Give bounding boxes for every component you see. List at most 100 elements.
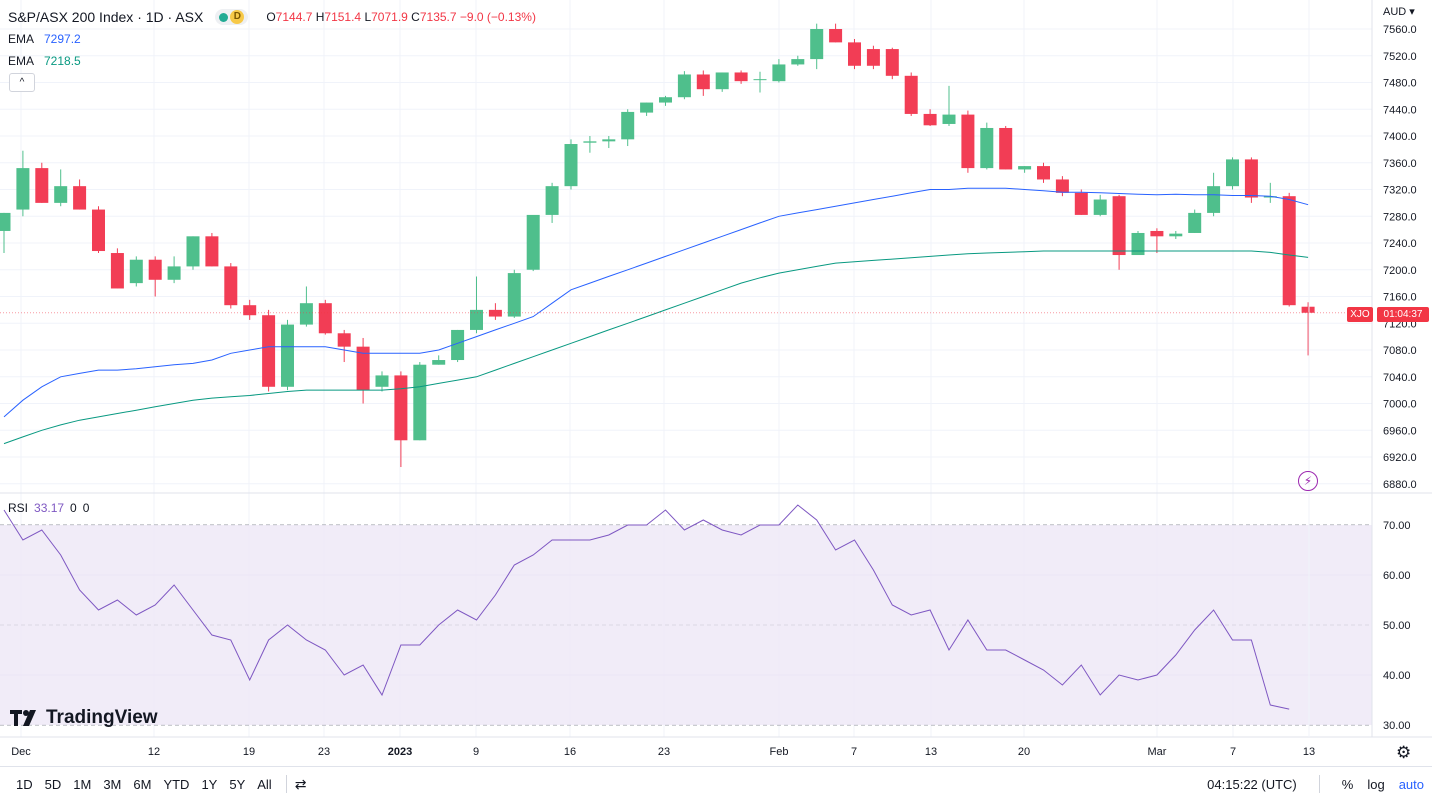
- rsi-band: [0, 525, 1372, 725]
- timeframe-list: 1D 5D 1M 3M 6M YTD 1Y 5Y All: [0, 777, 278, 792]
- timeframe-all[interactable]: All: [257, 776, 272, 792]
- timeframe-1y[interactable]: 1Y: [201, 776, 218, 792]
- price-tick-label: 6880.0: [1383, 479, 1417, 491]
- ohlc-values: O7144.7 H7151.4 L7071.9 C7135.7 −9.0 (−0…: [266, 6, 536, 28]
- clock-time[interactable]: 04:15:22 (UTC): [1207, 776, 1297, 792]
- timeframe-3m[interactable]: 3M: [103, 776, 122, 792]
- candle-up: [715, 72, 729, 90]
- candle-down: [243, 305, 257, 316]
- candle-down: [73, 186, 87, 210]
- rsi-polyline: [3, 504, 1290, 710]
- ema1-label[interactable]: EMA: [8, 32, 35, 46]
- rsi-value: 33.17: [34, 501, 65, 515]
- candle-down: [961, 114, 975, 169]
- candle-up: [1226, 159, 1239, 187]
- ema-lines: [3, 187, 1309, 445]
- time-tick-label: 13: [1303, 746, 1315, 758]
- rsi-axis[interactable]: 30.00 40.00 50.00 60.00 70.00: [1383, 520, 1411, 732]
- settings-gear-icon[interactable]: ⚙: [1396, 743, 1412, 762]
- ema2-label[interactable]: EMA: [8, 54, 35, 68]
- rsi-tick-label: 40.00: [1383, 670, 1411, 682]
- candle-up: [167, 266, 181, 280]
- candle-down: [394, 375, 408, 441]
- auto-toggle[interactable]: auto: [1398, 776, 1424, 792]
- market-open-icon: [219, 12, 229, 22]
- price-tick-label: 7440.0: [1383, 104, 1417, 116]
- candle-down: [110, 253, 124, 289]
- candle-down: [1244, 159, 1258, 198]
- rsi-legend: RSI 33.17 0 0: [8, 501, 89, 515]
- candle-down: [356, 346, 370, 391]
- candle-up: [507, 273, 521, 317]
- candle-up: [1169, 233, 1183, 237]
- candle-down: [1074, 192, 1088, 215]
- rsi-tick-label: 30.00: [1383, 720, 1411, 732]
- rsi-line: [3, 504, 1290, 710]
- symbol-title[interactable]: S&P/ASX 200 Index · 1D · ASX: [8, 9, 204, 25]
- candle-down: [734, 72, 748, 82]
- rsi-tick-label: 60.00: [1383, 570, 1411, 582]
- candle-up: [470, 309, 483, 330]
- percent-toggle[interactable]: %: [1341, 776, 1354, 792]
- price-tick-label: 7200.0: [1383, 265, 1417, 277]
- candle-down: [696, 74, 710, 90]
- price-tag-symbol: XJO: [1347, 307, 1373, 322]
- change-value: −9.0 (−0.13%): [459, 10, 536, 24]
- price-axis[interactable]: 6880.06920.06960.07000.07040.07080.07120…: [1371, 0, 1417, 737]
- timeframe-1d[interactable]: 1D: [16, 776, 33, 792]
- market-status[interactable]: D: [215, 9, 249, 25]
- candle-up: [1093, 199, 1107, 215]
- log-toggle[interactable]: log: [1367, 776, 1385, 792]
- candle-up: [564, 144, 578, 187]
- price-tick-label: 7280.0: [1383, 211, 1417, 223]
- candle-up: [299, 303, 313, 325]
- timeframe-5d[interactable]: 5D: [44, 776, 62, 792]
- timeframe-5y[interactable]: 5Y: [229, 776, 246, 792]
- candle-down: [829, 29, 843, 43]
- candle-up: [432, 360, 446, 365]
- candle-down: [1150, 230, 1164, 237]
- candle-up: [1263, 196, 1277, 198]
- candle-up: [1018, 166, 1032, 170]
- chart-frame: [0, 0, 1432, 738]
- candle-up: [1131, 232, 1145, 256]
- rsi-label[interactable]: RSI: [8, 501, 29, 515]
- candle-down: [923, 113, 937, 126]
- candle-down: [318, 303, 332, 334]
- candle-down: [205, 236, 219, 267]
- price-tick-label: 7000.0: [1383, 399, 1417, 411]
- bottom-right-controls: 04:15:22 (UTC) % log auto: [1207, 775, 1424, 793]
- candle-down: [904, 75, 918, 114]
- time-tick-label: 16: [564, 746, 576, 758]
- candle-down: [999, 127, 1013, 170]
- collapse-legend-button[interactable]: ^: [9, 73, 35, 92]
- date-range-icon[interactable]: ⇄: [294, 775, 307, 792]
- tradingview-logo[interactable]: TradingView: [10, 707, 158, 729]
- lightning-icon[interactable]: ⚡: [1298, 471, 1318, 491]
- bar-countdown: 01:04:37: [1377, 307, 1429, 322]
- timeframe-ytd[interactable]: YTD: [163, 776, 190, 792]
- timeframe-1m[interactable]: 1M: [73, 776, 92, 792]
- time-axis[interactable]: Dec 12 19 23 2023 9 16 23 Feb 7 13 20 Mar 7 13: [11, 746, 1315, 758]
- price-tick-label: 7040.0: [1383, 372, 1417, 384]
- ema-line-blue: [3, 187, 1309, 418]
- time-tick-label: 9: [473, 746, 479, 758]
- currency-selector[interactable]: AUD ▾: [1383, 6, 1415, 18]
- time-tick-label: 2023: [388, 746, 412, 758]
- candle-up: [526, 214, 540, 270]
- candle-up: [942, 114, 956, 124]
- brand-name: TradingView: [46, 707, 158, 728]
- candle-up: [0, 212, 11, 231]
- candle-down: [1282, 196, 1296, 306]
- close-value: 7135.7: [419, 10, 457, 24]
- low-value: 7071.9: [371, 10, 408, 24]
- timeframe-6m[interactable]: 6M: [133, 776, 152, 792]
- close-label: C: [411, 10, 420, 24]
- time-tick-label: 20: [1018, 746, 1030, 758]
- time-tick-label: 13: [925, 746, 937, 758]
- time-tick-label: 12: [148, 746, 160, 758]
- candle-up: [772, 64, 786, 82]
- time-tick-label: 23: [658, 746, 670, 758]
- open-label: O: [266, 10, 276, 24]
